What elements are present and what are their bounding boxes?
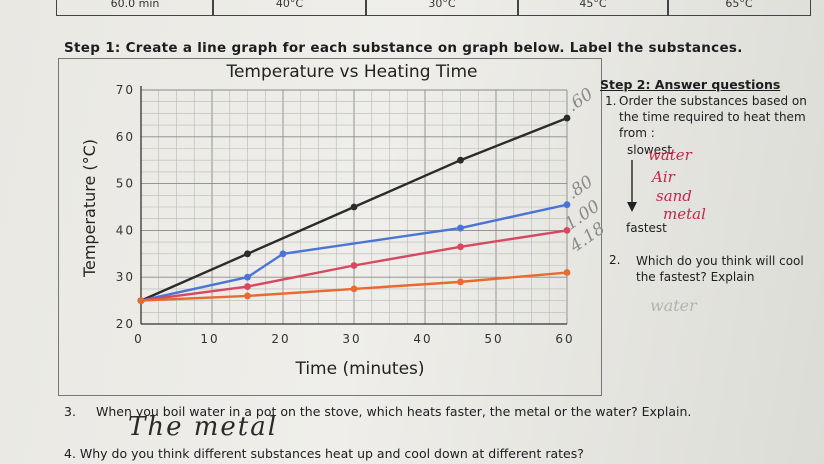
data-point — [279, 250, 287, 258]
y-tick-label: 20 — [116, 317, 135, 331]
data-table-bottom-row: 60.0 min 40°C 30°C 45°C 65°C — [0, 0, 824, 16]
x-tick-label: 40 — [413, 332, 432, 346]
answer-sand: sand — [656, 187, 692, 205]
data-point — [350, 285, 358, 293]
y-tick-label: 70 — [116, 83, 135, 97]
data-point — [244, 283, 251, 290]
x-tick-label: 30 — [342, 332, 361, 346]
data-point — [457, 224, 464, 232]
data-point — [350, 203, 358, 211]
table-cell: 30°C — [365, 0, 519, 16]
pencil-answer: water — [650, 296, 697, 315]
data-point — [457, 156, 464, 164]
table-cell: 45°C — [517, 0, 669, 16]
x-tick-label: 10 — [200, 332, 219, 346]
slowest-label: slowest — [627, 143, 673, 157]
data-point — [563, 227, 571, 234]
x-tick-label: 0 — [134, 332, 144, 346]
answer-metal: metal — [663, 205, 706, 223]
question-number: 1. — [605, 94, 617, 108]
data-point — [244, 292, 251, 300]
data-point — [350, 262, 358, 269]
data-point — [457, 243, 464, 251]
series-label: .60 — [563, 84, 597, 116]
tick-labels: 0 10 20 30 40 50 60 20 30 40 50 60 70 — [116, 83, 574, 346]
chart-title: Temperature vs Heating Time — [226, 62, 478, 82]
data-point — [457, 278, 464, 286]
x-tick-label: 20 — [271, 332, 290, 346]
answer-water: water — [648, 146, 692, 164]
graph-frame — [58, 58, 602, 396]
data-point — [563, 201, 571, 209]
x-axis-label: Time (minutes) — [294, 359, 424, 379]
question-2: Which do you think will cool the fastest… — [636, 254, 804, 284]
y-axis-label: Temperature (°C) — [80, 139, 99, 278]
data-point — [244, 250, 251, 258]
question-text: Order the substances based on the time r… — [619, 94, 807, 140]
data-point — [563, 114, 571, 122]
y-tick-label: 50 — [116, 177, 135, 191]
table-cell: 60.0 min — [56, 0, 214, 16]
y-tick-label: 60 — [116, 130, 135, 144]
axes — [140, 86, 567, 325]
handwritten-answer: The metal — [128, 412, 279, 442]
down-arrow-icon — [627, 160, 637, 212]
series-lines: .60.801.004.18 — [137, 84, 609, 304]
question-text: When you boil water in a pot on the stov… — [96, 404, 692, 419]
data-point — [137, 297, 145, 304]
question-number: 2. — [609, 253, 621, 267]
step2-title: Step 2: Answer questions — [600, 77, 781, 92]
y-tick-label: 40 — [116, 223, 135, 237]
answer-air: Air — [652, 168, 675, 186]
fastest-label: fastest — [626, 221, 667, 235]
x-tick-label: 60 — [555, 332, 574, 346]
table-cell: 65°C — [667, 0, 811, 16]
question-number: 3. — [64, 404, 76, 419]
step1-instruction: Step 1: Create a line graph for each sub… — [64, 40, 743, 56]
data-point — [563, 269, 571, 276]
question-4: 4. Why do you think different substances… — [64, 446, 584, 461]
table-cell: 40°C — [212, 0, 367, 16]
data-point — [244, 273, 251, 281]
y-tick-label: 30 — [116, 270, 135, 284]
x-tick-label: 50 — [484, 332, 503, 346]
